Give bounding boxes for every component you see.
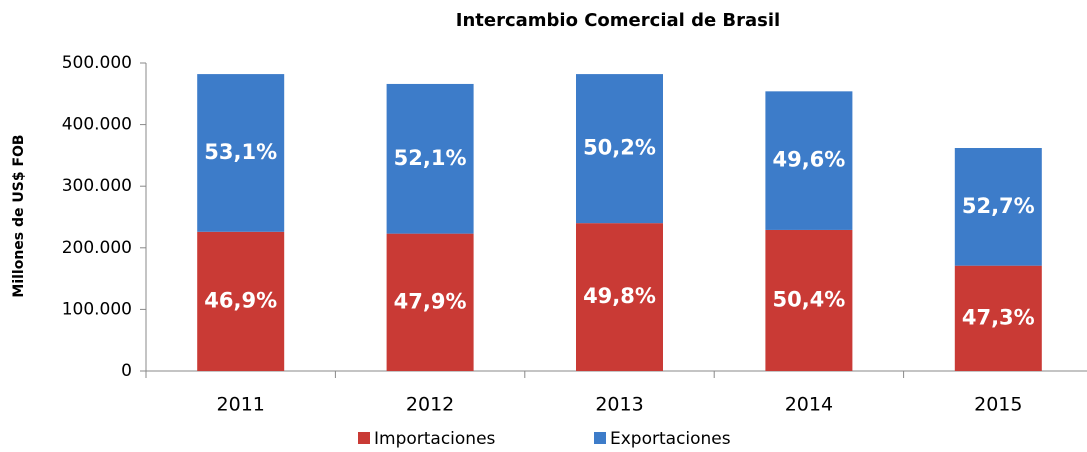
bar-segment — [386, 233, 474, 371]
data-label: 52,1% — [394, 146, 467, 170]
data-label: 49,6% — [772, 148, 845, 172]
x-tick-label: 2014 — [785, 394, 833, 416]
x-tick-label: 2013 — [595, 394, 643, 416]
data-label: 46,9% — [204, 288, 277, 312]
y-tick-label: 400.000 — [62, 115, 132, 135]
data-label: 49,8% — [583, 284, 656, 308]
legend-label: Importaciones — [374, 429, 496, 449]
chart-title: Intercambio Comercial de Brasil — [456, 10, 780, 31]
y-tick-label: 200.000 — [62, 238, 132, 258]
x-tick-label: 2011 — [217, 394, 265, 416]
y-tick-label: 0 — [121, 361, 132, 381]
data-label: 47,3% — [962, 305, 1035, 329]
data-label: 50,4% — [772, 287, 845, 311]
bar-segment — [576, 223, 663, 371]
y-tick-label: 300.000 — [62, 176, 132, 196]
x-tick-label: 2015 — [974, 394, 1022, 416]
data-label: 50,2% — [583, 136, 656, 160]
data-label: 53,1% — [204, 140, 277, 164]
bar-segment — [386, 83, 474, 234]
bar-segment — [197, 74, 285, 232]
y-axis-label: Millones de US$ FOB — [11, 134, 27, 297]
y-tick-label: 100.000 — [62, 299, 132, 319]
legend-swatch — [594, 432, 606, 444]
data-label: 47,9% — [394, 289, 467, 313]
bar-segment — [197, 231, 285, 371]
data-label: 52,7% — [962, 194, 1035, 218]
bar-segment — [765, 229, 853, 371]
bar-segment — [576, 74, 663, 224]
bar-segment — [954, 265, 1042, 371]
bar-segment — [954, 148, 1042, 266]
x-tick-label: 2012 — [406, 394, 454, 416]
y-tick-label: 500.000 — [62, 53, 132, 73]
legend-swatch — [358, 432, 370, 444]
bar-segment — [765, 91, 853, 230]
legend-label: Exportaciones — [610, 429, 731, 449]
